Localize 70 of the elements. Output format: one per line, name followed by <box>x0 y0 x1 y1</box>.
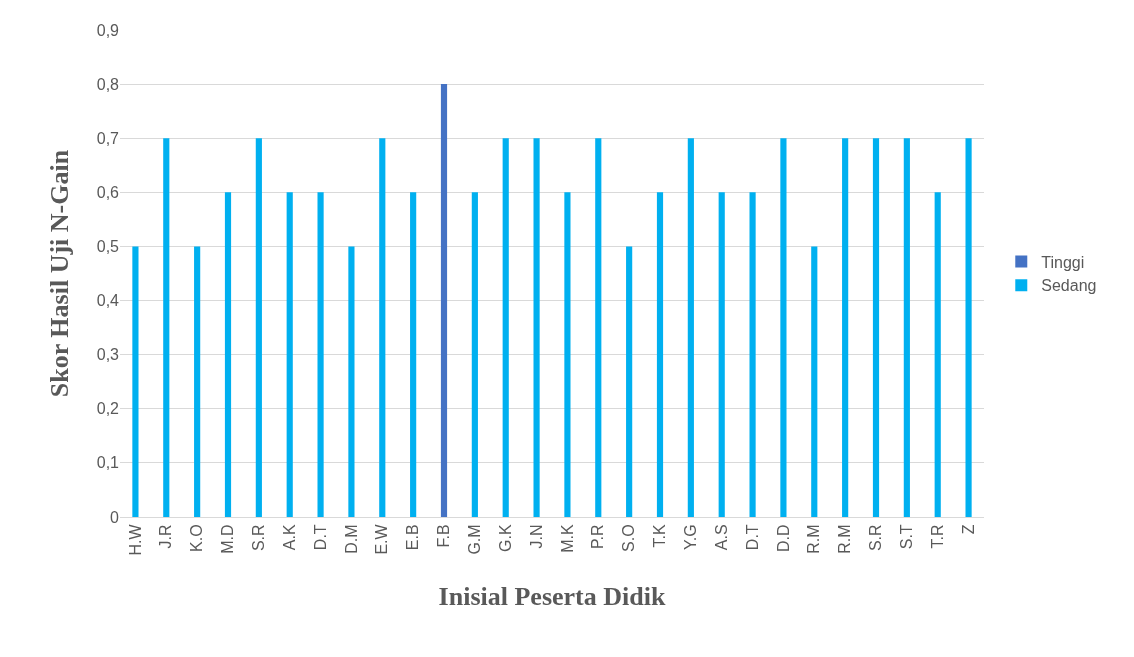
bar <box>842 138 849 517</box>
bar <box>224 192 232 517</box>
x-tick-label: K.O <box>188 524 206 552</box>
x-tick-label: G.K <box>496 524 514 552</box>
x-tick-label: D.M <box>342 524 360 554</box>
bar <box>502 138 509 517</box>
y-tick-label: 0,4 <box>96 292 120 310</box>
bar <box>194 246 201 517</box>
x-tick-label: S.T <box>898 524 916 550</box>
y-tick-label: 0,6 <box>96 183 120 201</box>
y-tick-label: 0,2 <box>96 400 120 418</box>
bar <box>780 138 787 517</box>
bar <box>564 192 571 517</box>
bar <box>934 192 941 517</box>
y-axis-title: Skor Hasil Uji N-Gain <box>45 149 75 398</box>
bar <box>718 192 725 517</box>
y-tick-label: 0,9 <box>96 21 120 39</box>
x-tick-label: T.K <box>651 524 669 548</box>
bar <box>440 84 448 517</box>
bar <box>379 138 386 517</box>
bar <box>255 138 262 517</box>
bar <box>595 138 602 517</box>
y-tick-label: 0 <box>110 508 120 526</box>
x-tick-label: Z <box>959 524 977 535</box>
bar <box>348 246 355 517</box>
legend-label: Sedang <box>1041 277 1097 295</box>
x-tick-label: D.T <box>311 524 329 551</box>
bar <box>471 192 478 517</box>
bar <box>286 192 293 517</box>
legend-label: Tinggi <box>1041 253 1085 271</box>
bar <box>872 138 880 517</box>
x-tick-label: R.M <box>805 524 823 554</box>
bar <box>965 138 972 517</box>
y-tick-label: 0,7 <box>96 129 120 147</box>
x-tick-label: S.R <box>867 524 885 552</box>
x-tick-label: D.T <box>743 524 761 551</box>
x-tick-label: E.W <box>373 523 391 555</box>
x-tick-label: T.R <box>928 524 946 549</box>
x-tick-label: D.D <box>774 524 792 552</box>
x-tick-label: S.O <box>620 524 638 552</box>
x-tick-label: H.W <box>126 523 144 556</box>
bar <box>626 246 633 517</box>
bar <box>132 246 139 517</box>
bar <box>533 138 540 517</box>
bar <box>163 138 170 517</box>
x-tick-label: R.M <box>836 524 854 554</box>
x-tick-label: A.S <box>712 524 730 551</box>
x-tick-label: E.B <box>404 524 422 551</box>
bar <box>687 138 694 517</box>
bar <box>811 246 818 517</box>
bar <box>903 138 910 517</box>
x-tick-label: Y.G <box>682 524 700 550</box>
x-tick-label: G.M <box>466 524 484 555</box>
x-tick-label: S.R <box>250 524 268 552</box>
x-tick-label: A.K <box>280 524 298 551</box>
x-tick-label: J.R <box>157 524 175 549</box>
x-tick-label: F.B <box>435 524 453 548</box>
bar <box>317 192 324 517</box>
x-tick-label: M.K <box>558 524 576 553</box>
y-tick-label: 0,5 <box>96 238 120 256</box>
bar <box>656 192 664 517</box>
x-axis-title: Inisial Peserta Didik <box>438 582 666 611</box>
bar <box>749 192 756 517</box>
y-tick-label: 0,3 <box>96 346 120 364</box>
x-tick-label: M.D <box>219 524 237 554</box>
x-tick-label: J.N <box>527 524 545 549</box>
x-tick-label: P.R <box>589 524 607 550</box>
y-tick-label: 0,1 <box>96 454 120 472</box>
y-tick-label: 0,8 <box>96 75 120 93</box>
bar <box>410 192 417 517</box>
